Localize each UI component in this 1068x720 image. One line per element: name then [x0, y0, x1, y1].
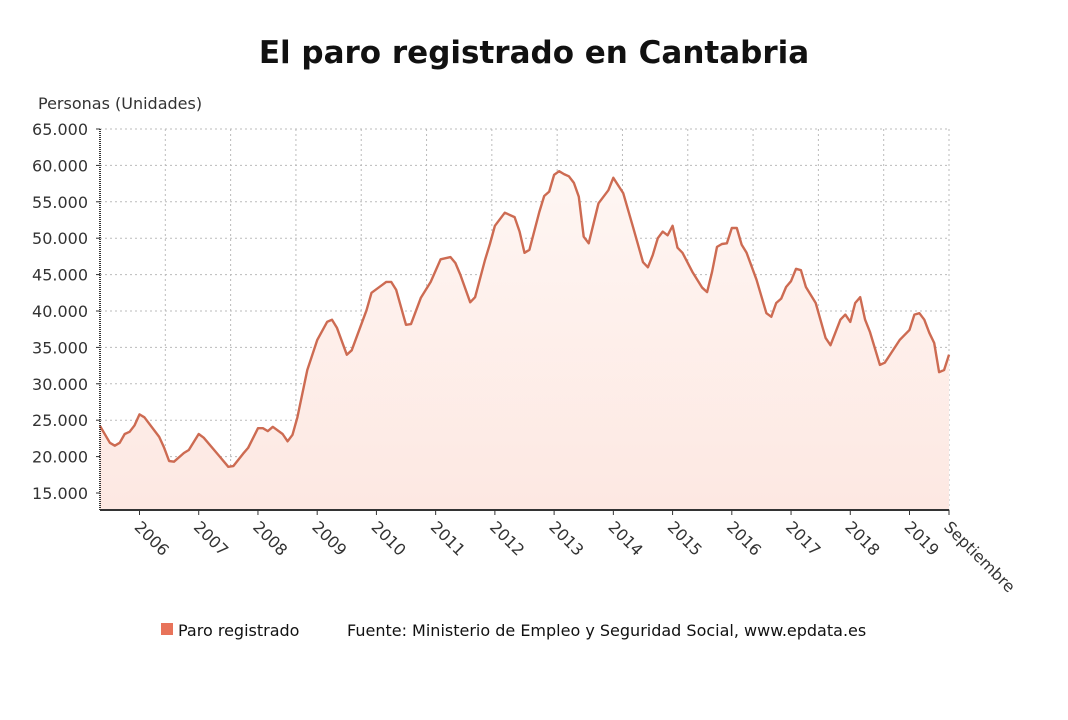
- x-tick-label: 2018: [841, 517, 883, 559]
- x-tick-label: 2017: [782, 517, 824, 559]
- x-axis: 2006 2007 2008 2009 2010 2011 2012 2013 2014 2015…: [100, 509, 1019, 596]
- y-tick-label: 30.000: [32, 375, 88, 394]
- y-tick-label: 65.000: [32, 120, 88, 139]
- y-tick-label: 50.000: [32, 229, 88, 248]
- y-tick-label: 35.000: [32, 338, 88, 357]
- y-axis: 15.000 20.000 25.000 30.000 35.000 40.000 45.0…: [32, 120, 101, 510]
- series-line: [98, 170, 951, 468]
- y-tick-label: 25.000: [32, 411, 88, 430]
- x-tick-label: 2014: [605, 517, 647, 559]
- series-area: [100, 171, 949, 510]
- x-tick-label: 2016: [723, 517, 765, 559]
- legend: Paro registrado Fuente: Ministerio de Em…: [161, 621, 866, 640]
- x-tick-label: 2013: [545, 517, 587, 559]
- y-axis-label: Personas (Unidades): [38, 94, 202, 113]
- source-note: Fuente: Ministerio de Empleo y Seguridad…: [347, 621, 866, 640]
- y-tick-label: 20.000: [32, 448, 88, 467]
- x-tick-label: 2006: [131, 517, 173, 559]
- x-tick-label: 2007: [190, 517, 232, 559]
- x-tick-label: 2015: [664, 517, 706, 559]
- x-tick-label: 2019: [901, 517, 943, 559]
- y-tick-label: 45.000: [32, 266, 88, 285]
- x-tick-label: 2008: [249, 517, 291, 559]
- y-tick-label: 15.000: [32, 484, 88, 503]
- x-tick-label: Septiembre: [940, 517, 1019, 596]
- x-tick-label: 2009: [308, 517, 350, 559]
- y-tick-label: 40.000: [32, 302, 88, 321]
- x-tick-label: 2011: [427, 517, 469, 559]
- legend-swatch: [161, 623, 173, 635]
- legend-label: Paro registrado: [178, 621, 299, 640]
- x-tick-label: 2012: [486, 517, 528, 559]
- y-tick-label: 55.000: [32, 193, 88, 212]
- x-tick-label: 2010: [368, 517, 410, 559]
- chart-title: El paro registrado en Cantabria: [259, 35, 809, 71]
- y-tick-label: 60.000: [32, 156, 88, 175]
